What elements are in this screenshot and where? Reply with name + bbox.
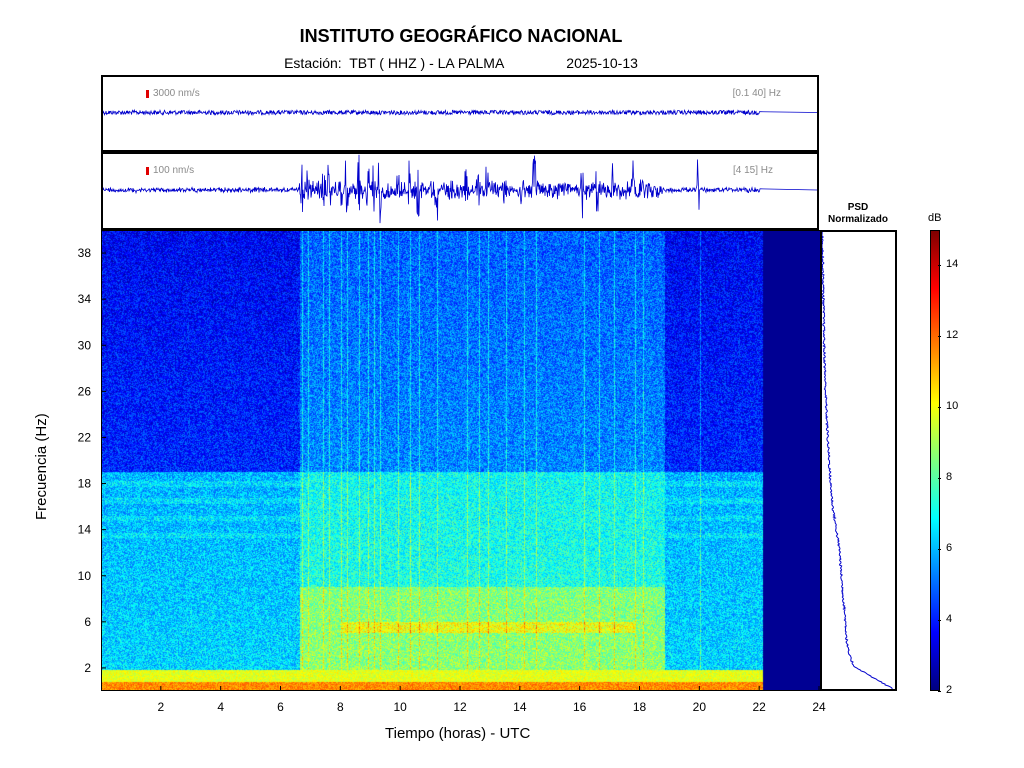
x-axis-label: Tiempo (horas) - UTC xyxy=(385,725,531,742)
trace2-line xyxy=(103,154,817,224)
x-tick-label: 6 xyxy=(277,700,284,714)
x-tick-label: 20 xyxy=(693,700,707,714)
colorbar-tick xyxy=(938,265,941,267)
colorbar-tick-label: 14 xyxy=(946,258,959,271)
y-tick-label: 14 xyxy=(78,523,92,537)
scale-bar-icon xyxy=(146,90,149,98)
y-tick-label: 34 xyxy=(78,292,92,306)
psd-panel xyxy=(820,230,897,691)
station-name: TBT ( HHZ ) - LA PALMA xyxy=(349,55,505,71)
x-tick-label: 16 xyxy=(573,700,587,714)
colorbar-tick xyxy=(938,407,941,409)
station-line: Estación: TBT ( HHZ ) - LA PALMA 2025-10-… xyxy=(0,55,922,71)
colorbar-tick xyxy=(938,620,941,622)
x-tick-label: 24 xyxy=(812,700,826,714)
x-tick-label: 12 xyxy=(453,700,467,714)
x-tick-label: 10 xyxy=(393,700,407,714)
scale-bar-icon xyxy=(146,167,149,175)
colorbar-tick-label: 10 xyxy=(946,400,959,413)
date-label: 2025-10-13 xyxy=(566,55,638,71)
x-tick-label: 18 xyxy=(633,700,647,714)
page-title: INSTITUTO GEOGRÁFICO NACIONAL xyxy=(299,26,623,46)
x-tick-label: 8 xyxy=(337,700,344,714)
colorbar-tick xyxy=(938,478,941,480)
y-tick-label: 18 xyxy=(78,477,92,491)
trace1-band-label: [0.1 40] Hz xyxy=(732,88,781,99)
y-tick-label: 30 xyxy=(78,338,92,352)
trace1-line xyxy=(103,108,817,117)
trace1-scale-label: 3000 nm/s xyxy=(153,88,200,99)
colorbar-unit-label: dB xyxy=(928,212,942,224)
y-tick-label: 6 xyxy=(84,615,91,629)
x-tick-label: 14 xyxy=(513,700,527,714)
trace-panel-broadband: 3000 nm/s [0.1 40] Hz xyxy=(101,75,819,152)
trace2-scale-label: 100 nm/s xyxy=(153,165,195,176)
colorbar-tick xyxy=(938,336,941,338)
spectrogram-image xyxy=(102,231,820,690)
station-label: Estación: xyxy=(284,55,342,71)
y-tick-label: 10 xyxy=(78,569,92,583)
colorbar-tick-label: 8 xyxy=(946,471,953,484)
colorbar-tick-label: 2 xyxy=(946,684,953,696)
trace2-band-label: [4 15] Hz xyxy=(732,165,773,176)
x-tick-label: 22 xyxy=(752,700,766,714)
psd-line xyxy=(822,232,893,689)
colorbar-tick xyxy=(938,691,941,692)
y-axis-label: Frecuencia (Hz) xyxy=(33,413,50,520)
y-tick-label: 22 xyxy=(78,430,92,444)
spectrogram-panel xyxy=(101,230,821,691)
colorbar-tick-label: 4 xyxy=(946,613,953,626)
y-tick-label: 2 xyxy=(84,661,91,675)
colorbar-tick-label: 12 xyxy=(946,329,959,342)
psd-curve xyxy=(822,232,893,689)
y-tick-label: 38 xyxy=(78,246,92,260)
x-tick-label: 4 xyxy=(217,700,224,714)
x-tick-label: 2 xyxy=(157,700,164,714)
trace-filtered-waveform xyxy=(103,154,817,224)
psd-title: PSD Normalizado xyxy=(827,202,888,225)
y-tick-label: 26 xyxy=(78,384,92,398)
trace-panel-filtered: 100 nm/s [4 15] Hz xyxy=(101,152,819,230)
trace-broadband-waveform xyxy=(103,108,817,117)
colorbar-tick-label: 6 xyxy=(946,542,953,555)
colorbar-tick xyxy=(938,549,941,551)
colorbar xyxy=(930,230,940,691)
